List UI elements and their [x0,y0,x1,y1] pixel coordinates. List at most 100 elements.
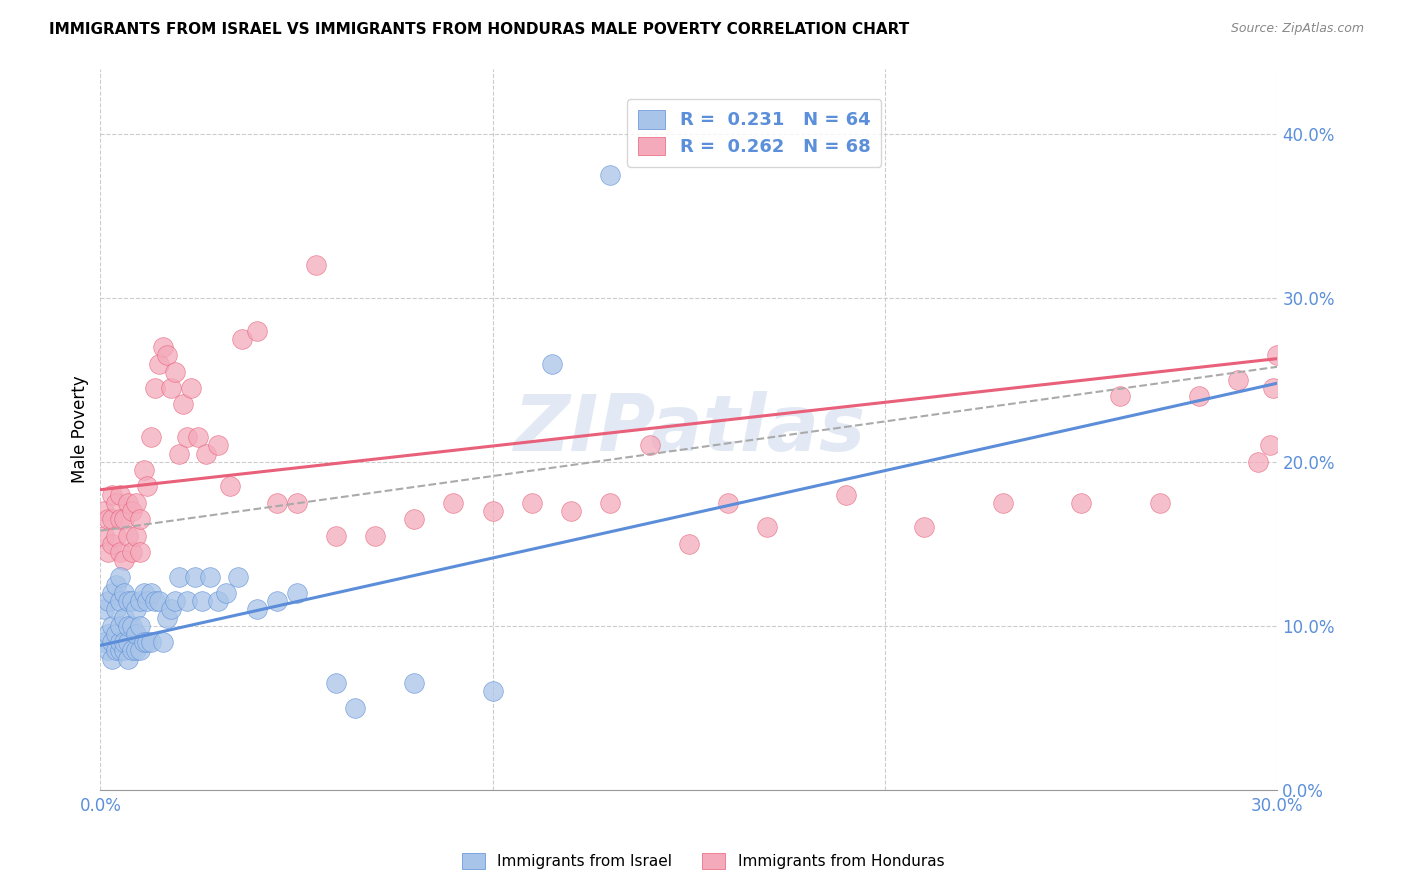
Point [285,586,308,600]
Point [105,496,128,510]
Point [141,430,163,444]
Point [1070,496,1092,510]
Point [143,381,166,395]
Point [117,528,139,542]
Point [121,643,143,657]
Point [266,496,288,510]
Point [266,594,288,608]
Point [1188,389,1211,403]
Legend: R =  0.231   N = 64, R =  0.262   N = 68: R = 0.231 N = 64, R = 0.262 N = 68 [627,99,882,167]
Point [117,635,139,649]
Point [1109,389,1132,403]
Point [108,643,131,657]
Point [101,651,124,665]
Point [195,447,218,461]
Point [364,528,387,542]
Point [148,357,170,371]
Point [141,635,163,649]
Point [124,627,146,641]
Point [97,643,120,657]
Point [121,504,143,518]
Point [101,537,124,551]
Point [108,569,131,583]
Point [176,430,198,444]
Legend: Immigrants from Israel, Immigrants from Honduras: Immigrants from Israel, Immigrants from … [456,847,950,875]
Point [1149,496,1171,510]
Point [160,381,183,395]
Point [152,340,174,354]
Point [156,610,179,624]
Point [93,602,115,616]
Text: IMMIGRANTS FROM ISRAEL VS IMMIGRANTS FROM HONDURAS MALE POVERTY CORRELATION CHAR: IMMIGRANTS FROM ISRAEL VS IMMIGRANTS FRO… [49,22,910,37]
Point [183,569,205,583]
Point [717,496,740,510]
Point [105,528,128,542]
Point [1247,455,1270,469]
Point [128,618,150,632]
Point [835,488,858,502]
Point [481,504,503,518]
Point [200,569,222,583]
Point [132,635,155,649]
Point [344,700,367,714]
Point [160,602,183,616]
Point [187,430,209,444]
Point [132,463,155,477]
Point [325,676,347,690]
Point [93,635,115,649]
Point [112,586,135,600]
Point [124,528,146,542]
Point [108,512,131,526]
Point [207,438,229,452]
Point [191,594,214,608]
Point [101,586,124,600]
Text: Source: ZipAtlas.com: Source: ZipAtlas.com [1230,22,1364,36]
Point [93,504,115,518]
Point [599,168,621,182]
Point [180,381,202,395]
Point [108,545,131,559]
Point [93,528,115,542]
Point [325,528,347,542]
Point [105,578,128,592]
Point [560,504,582,518]
Point [121,594,143,608]
Point [172,397,194,411]
Point [231,332,253,346]
Point [218,479,240,493]
Point [443,496,465,510]
Point [101,635,124,649]
Point [1263,381,1285,395]
Point [148,594,170,608]
Point [207,594,229,608]
Point [108,488,131,502]
Point [285,496,308,510]
Point [128,594,150,608]
Point [638,438,661,452]
Point [112,512,135,526]
Point [117,594,139,608]
Point [97,627,120,641]
Point [143,594,166,608]
Point [128,545,150,559]
Point [520,496,543,510]
Y-axis label: Male Poverty: Male Poverty [72,376,89,483]
Point [215,586,238,600]
Point [112,553,135,567]
Point [117,618,139,632]
Point [97,545,120,559]
Point [97,594,120,608]
Point [141,586,163,600]
Point [1227,373,1250,387]
Point [108,618,131,632]
Point [124,602,146,616]
Point [101,618,124,632]
Point [101,488,124,502]
Point [108,594,131,608]
Point [101,512,124,526]
Point [124,643,146,657]
Point [167,447,190,461]
Point [132,586,155,600]
Point [112,643,135,657]
Point [540,357,562,371]
